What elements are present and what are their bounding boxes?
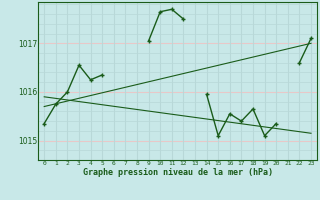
X-axis label: Graphe pression niveau de la mer (hPa): Graphe pression niveau de la mer (hPa) xyxy=(83,168,273,177)
